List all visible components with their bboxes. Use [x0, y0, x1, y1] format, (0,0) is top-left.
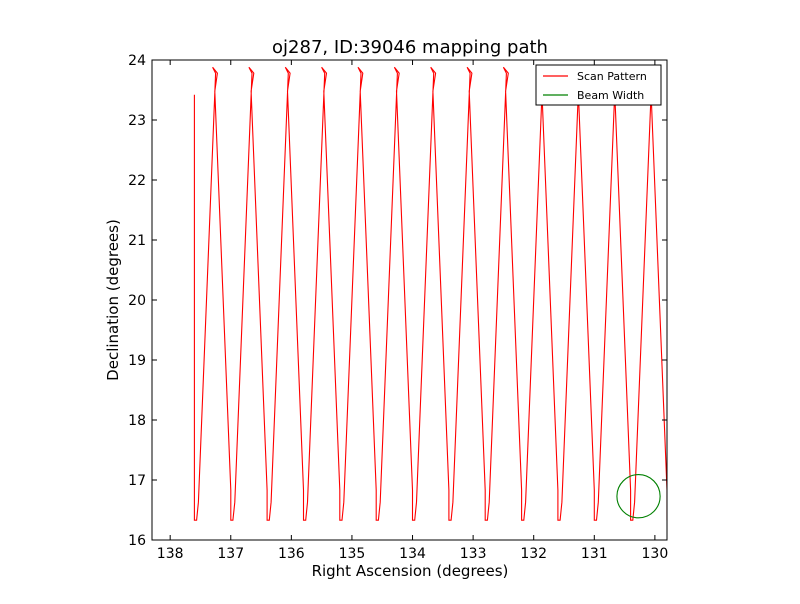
y-tick-label: 21 [128, 233, 146, 249]
y-tick-label: 17 [128, 473, 146, 489]
y-tick-label: 19 [128, 353, 146, 369]
x-tick-label: 138 [157, 546, 184, 562]
legend-label-beam-width: Beam Width [577, 89, 644, 102]
data-layer [193, 66, 667, 521]
beam-width-circle [616, 474, 661, 519]
plot-frame [151, 59, 668, 541]
legend: Scan Pattern Beam Width [535, 64, 662, 106]
y-tick-label: 18 [128, 413, 146, 429]
x-tick-label: 134 [399, 546, 426, 562]
y-tick-label: 20 [128, 293, 146, 309]
y-tick-label: 16 [128, 533, 146, 549]
legend-label-scan-pattern: Scan Pattern [577, 70, 647, 83]
x-tick-label: 133 [460, 546, 487, 562]
y-tick-label: 23 [128, 113, 146, 129]
y-axis-label: Declination (degrees) [104, 219, 122, 381]
x-tick-label: 135 [339, 546, 366, 562]
y-tick-label: 24 [128, 53, 146, 69]
x-axis: 138 137 136 135 134 133 132 131 130 [157, 60, 668, 562]
y-axis: 16 17 18 19 20 21 22 23 24 [128, 53, 667, 549]
x-axis-label: Right Ascension (degrees) [312, 562, 509, 580]
x-tick-label: 137 [217, 546, 244, 562]
x-tick-label: 130 [642, 546, 669, 562]
x-tick-label: 131 [581, 546, 608, 562]
y-tick-label: 22 [128, 173, 146, 189]
x-tick-label: 136 [278, 546, 305, 562]
chart-title: oj287, ID:39046 mapping path [272, 37, 548, 58]
legend-box [535, 64, 662, 106]
scan-pattern-line [193, 66, 667, 521]
x-tick-label: 132 [520, 546, 547, 562]
